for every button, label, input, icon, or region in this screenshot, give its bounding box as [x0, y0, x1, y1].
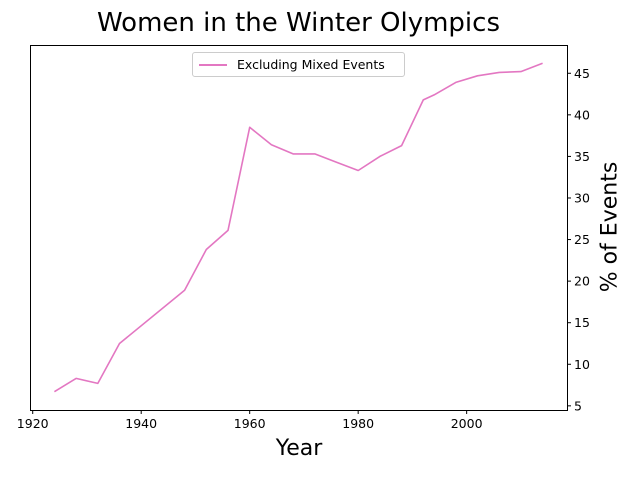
- y-tick-label: 5: [574, 398, 582, 413]
- x-axis-label: Year: [275, 436, 323, 461]
- legend-swatch: [199, 63, 227, 66]
- y-tick-label: 30: [574, 190, 590, 205]
- x-tick-label: 1920: [17, 416, 49, 431]
- y-tick-label: 40: [574, 107, 590, 122]
- y-tick-label: 45: [574, 66, 590, 81]
- y-tick-label: 15: [574, 315, 590, 330]
- series-line: [53, 62, 543, 393]
- y-axis-label: % of Events: [597, 161, 623, 293]
- x-tick-label: 1980: [342, 416, 374, 431]
- y-axis-right: 5 10 15 20 25 30 35 40 45: [567, 66, 590, 413]
- x-tick-label: 1960: [234, 416, 266, 431]
- legend: Excluding Mixed Events: [192, 52, 405, 77]
- legend-entry-label: Excluding Mixed Events: [237, 57, 385, 72]
- y-tick-label: 10: [574, 357, 590, 372]
- x-tick-label: 2000: [451, 416, 483, 431]
- chart-title: Women in the Winter Olympics: [96, 8, 500, 38]
- y-tick-label: 20: [574, 274, 590, 289]
- x-axis: 1920 1940 1960 1980 2000: [17, 410, 483, 431]
- plot-area: [30, 45, 568, 411]
- x-tick-label: 1940: [125, 416, 157, 431]
- y-tick-label: 35: [574, 149, 590, 164]
- y-tick-label: 25: [574, 232, 590, 247]
- series-layer: [53, 62, 543, 393]
